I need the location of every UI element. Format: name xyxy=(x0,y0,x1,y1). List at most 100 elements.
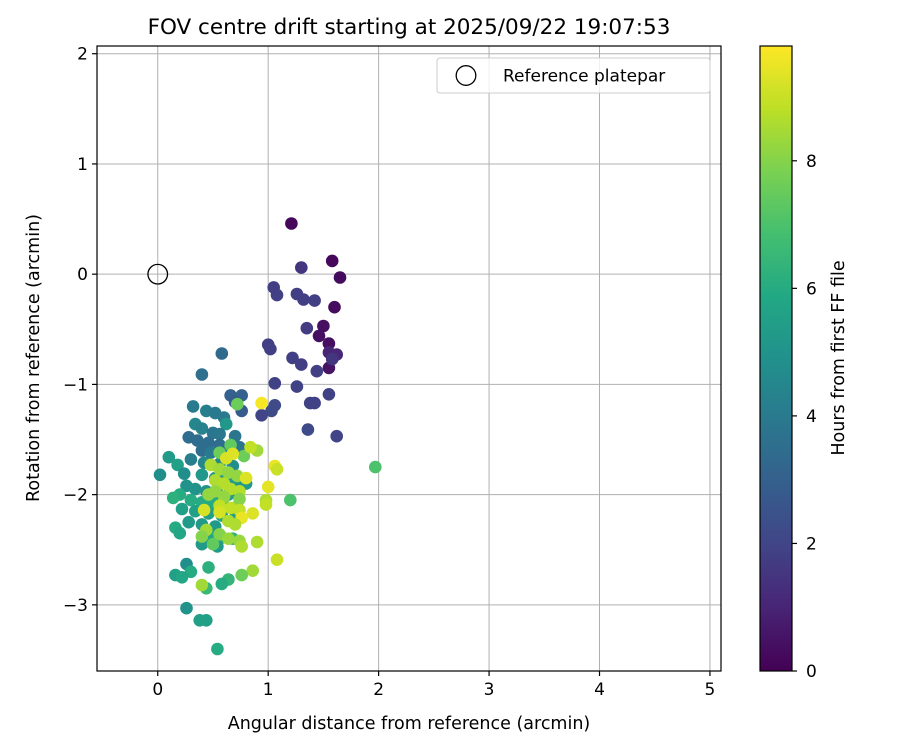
data-point xyxy=(219,417,233,431)
x-tick-label: 0 xyxy=(152,680,163,700)
data-point xyxy=(231,397,244,411)
colorbar-ticks: 0 2 4 6 8 xyxy=(792,152,817,682)
data-point xyxy=(175,571,189,584)
data-point xyxy=(310,364,324,378)
data-point xyxy=(189,482,202,496)
data-point xyxy=(197,503,211,517)
y-tick-label: 2 xyxy=(77,45,88,65)
reference-platepar-marker xyxy=(147,263,169,285)
data-point xyxy=(312,329,326,343)
data-point xyxy=(211,642,224,656)
data-point xyxy=(300,321,314,335)
data-point xyxy=(204,446,218,460)
x-axis-ticks: 0 1 2 3 4 5 xyxy=(152,671,715,700)
x-tick-label: 2 xyxy=(373,680,384,700)
data-point xyxy=(202,561,215,574)
data-point xyxy=(195,468,209,482)
y-tick-label: −3 xyxy=(63,596,88,616)
y-axis-ticks: 2 1 0 −1 −2 −3 xyxy=(63,45,97,616)
data-point xyxy=(235,568,248,582)
y-tick-label: −2 xyxy=(63,486,88,506)
data-point xyxy=(244,440,257,454)
data-point xyxy=(213,427,226,441)
data-point xyxy=(213,506,226,519)
data-point xyxy=(175,502,189,516)
x-tick-label: 5 xyxy=(705,680,716,700)
data-point xyxy=(255,396,268,410)
data-point xyxy=(173,526,187,540)
legend-entry-reference-platepar: Reference platepar xyxy=(503,67,665,87)
data-point xyxy=(261,480,275,494)
data-point xyxy=(250,535,264,549)
data-point xyxy=(237,449,251,463)
colorbar-tick-label: 8 xyxy=(806,152,817,172)
data-point xyxy=(330,429,344,443)
colorbar: 0 2 4 6 8 Hours from first FF file xyxy=(759,45,849,682)
data-point xyxy=(295,261,308,274)
reference-layer xyxy=(147,263,169,285)
y-tick-label: 1 xyxy=(77,155,88,175)
data-point xyxy=(195,578,209,592)
data-point xyxy=(270,288,284,302)
data-point xyxy=(153,468,167,482)
data-point xyxy=(297,293,310,306)
data-point xyxy=(308,396,321,410)
data-point xyxy=(328,300,341,314)
data-point xyxy=(177,467,191,481)
data-point xyxy=(295,358,308,371)
x-tick-label: 1 xyxy=(263,680,274,700)
colorbar-tick-label: 6 xyxy=(806,279,817,299)
data-point xyxy=(162,450,176,464)
data-point xyxy=(290,380,304,393)
plot-background xyxy=(97,46,721,671)
data-point xyxy=(268,399,282,412)
legend-reference-marker xyxy=(455,65,477,86)
data-point xyxy=(166,491,180,505)
data-point xyxy=(215,347,229,360)
data-point xyxy=(285,217,298,230)
chart-title: FOV centre drift starting at 2025/09/22 … xyxy=(148,15,671,40)
data-point xyxy=(184,453,198,466)
data-point xyxy=(195,368,209,381)
data-point xyxy=(195,530,209,543)
data-point xyxy=(284,493,297,507)
y-axis-label: Rotation from reference (arcmin) xyxy=(24,214,44,502)
data-point xyxy=(246,564,259,577)
data-point xyxy=(259,498,273,511)
colorbar-gradient xyxy=(759,45,793,672)
data-point xyxy=(325,254,339,268)
data-point xyxy=(270,553,284,566)
data-point xyxy=(191,434,204,447)
data-point xyxy=(322,337,336,350)
data-point xyxy=(180,601,193,615)
data-point xyxy=(239,471,253,485)
data-point xyxy=(222,532,235,545)
data-point xyxy=(317,319,330,333)
data-point xyxy=(286,351,299,365)
data-point xyxy=(184,493,198,507)
data-point xyxy=(308,294,321,307)
legend: Reference platepar xyxy=(436,57,711,94)
data-points xyxy=(153,217,382,656)
data-point xyxy=(270,463,284,476)
data-point xyxy=(333,271,347,284)
data-point xyxy=(369,460,382,474)
data-point xyxy=(264,342,277,356)
data-point xyxy=(226,447,240,461)
data-point xyxy=(215,577,229,591)
colorbar-tick-label: 2 xyxy=(806,534,817,554)
colorbar-tick-label: 0 xyxy=(806,662,817,682)
data-point xyxy=(228,518,242,531)
plot-frame xyxy=(96,45,722,672)
data-point xyxy=(206,537,220,551)
grid-lines xyxy=(97,46,721,671)
data-point xyxy=(233,492,246,506)
legend-box xyxy=(436,57,711,94)
data-point xyxy=(235,540,248,553)
data-point xyxy=(322,388,336,401)
data-point xyxy=(182,515,195,529)
x-axis-label: Angular distance from reference (arcmin) xyxy=(228,714,591,734)
data-point xyxy=(246,507,259,520)
data-point xyxy=(325,352,339,366)
